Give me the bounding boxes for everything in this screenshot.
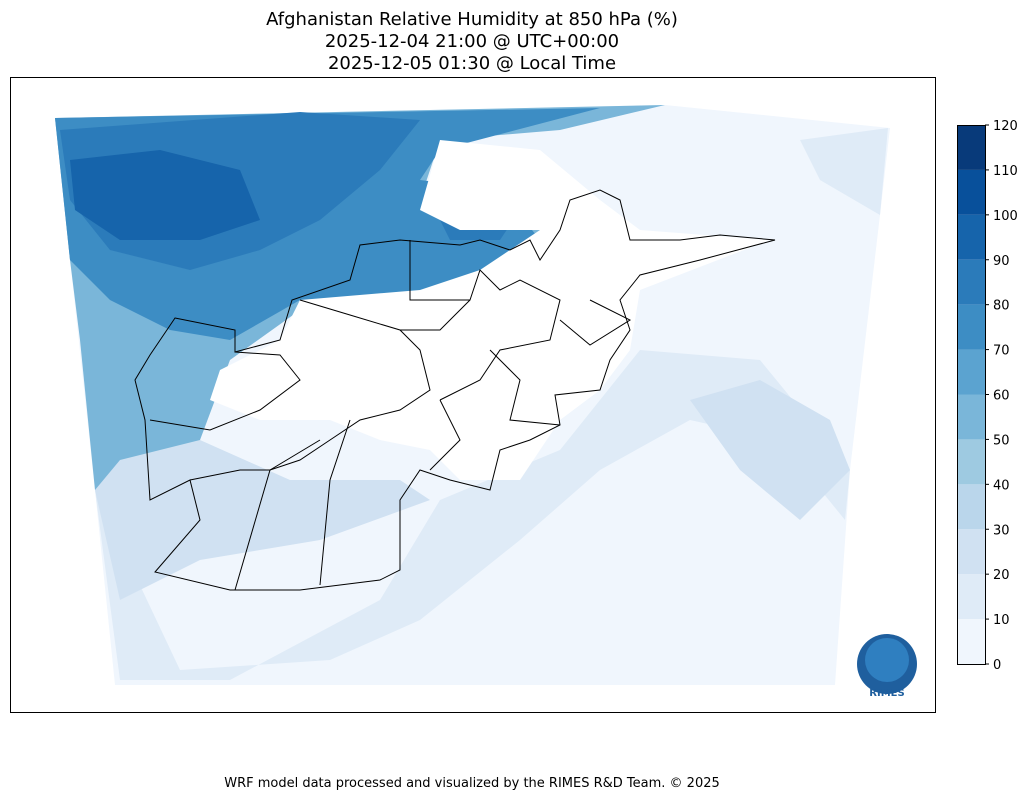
colorbar-tick-label: 0	[993, 658, 1001, 673]
colorbar-band	[957, 214, 985, 260]
field-region	[690, 380, 850, 520]
colorbar-band	[957, 304, 985, 350]
colorbar-tick-label: 30	[993, 523, 1010, 538]
province-line	[409, 240, 561, 401]
colorbar-band	[957, 259, 985, 305]
province-line	[319, 419, 351, 586]
colorbar-tick-label: 100	[993, 209, 1018, 224]
colorbar-tick-label: 50	[993, 433, 1010, 448]
borders	[134, 189, 776, 591]
colorbar-band	[957, 349, 985, 395]
province-line	[234, 299, 431, 591]
country-outline	[134, 189, 776, 591]
colorbar-band	[957, 484, 985, 530]
province-line	[149, 351, 301, 431]
colorbar-tick-label: 40	[993, 478, 1010, 493]
province-line	[559, 299, 632, 346]
title-line: Afghanistan Relative Humidity at 850 hPa…	[266, 9, 678, 30]
colorbar-tick-label: 80	[993, 299, 1010, 314]
dry-area	[210, 140, 770, 480]
logo-emblem	[865, 638, 909, 682]
colorbar-tick-label: 20	[993, 568, 1010, 583]
province-line	[489, 349, 561, 426]
colorbar-tick-label: 70	[993, 344, 1010, 359]
colorbar-band	[957, 619, 985, 664]
province-line	[400, 299, 471, 331]
colorbar-tick-label: 110	[993, 164, 1018, 179]
colorbar-band	[957, 125, 985, 170]
province-line	[429, 399, 461, 471]
colorbar-band	[957, 574, 985, 620]
colorbar: 0 10 20 30 40 50 60 70 80 90 100 110 120	[957, 119, 1018, 673]
colorbar-band	[957, 394, 985, 440]
colorbar-band	[957, 439, 985, 485]
field-region	[800, 128, 888, 215]
colorbar-tick-label: 90	[993, 254, 1010, 269]
field-region	[70, 150, 260, 240]
field-region	[95, 420, 430, 600]
map-frame	[10, 77, 936, 713]
colorbar-band	[957, 529, 985, 575]
logo-text: RIMES	[869, 688, 904, 699]
footer: WRF model data processed and visualized …	[224, 776, 720, 791]
field-region	[95, 350, 850, 680]
colorbar-band	[957, 169, 985, 215]
colorbar-tick-label: 60	[993, 389, 1010, 404]
colorbar-tick-label: 10	[993, 613, 1010, 628]
map-field	[55, 105, 890, 685]
logo: RIMES	[857, 634, 917, 699]
colorbar-tick-label: 120	[993, 119, 1018, 134]
title-line: 2025-12-04 21:00 @ UTC+00:00	[325, 31, 619, 52]
province-line	[189, 439, 321, 481]
title-line: 2025-12-05 01:30 @ Local Time	[328, 53, 616, 74]
